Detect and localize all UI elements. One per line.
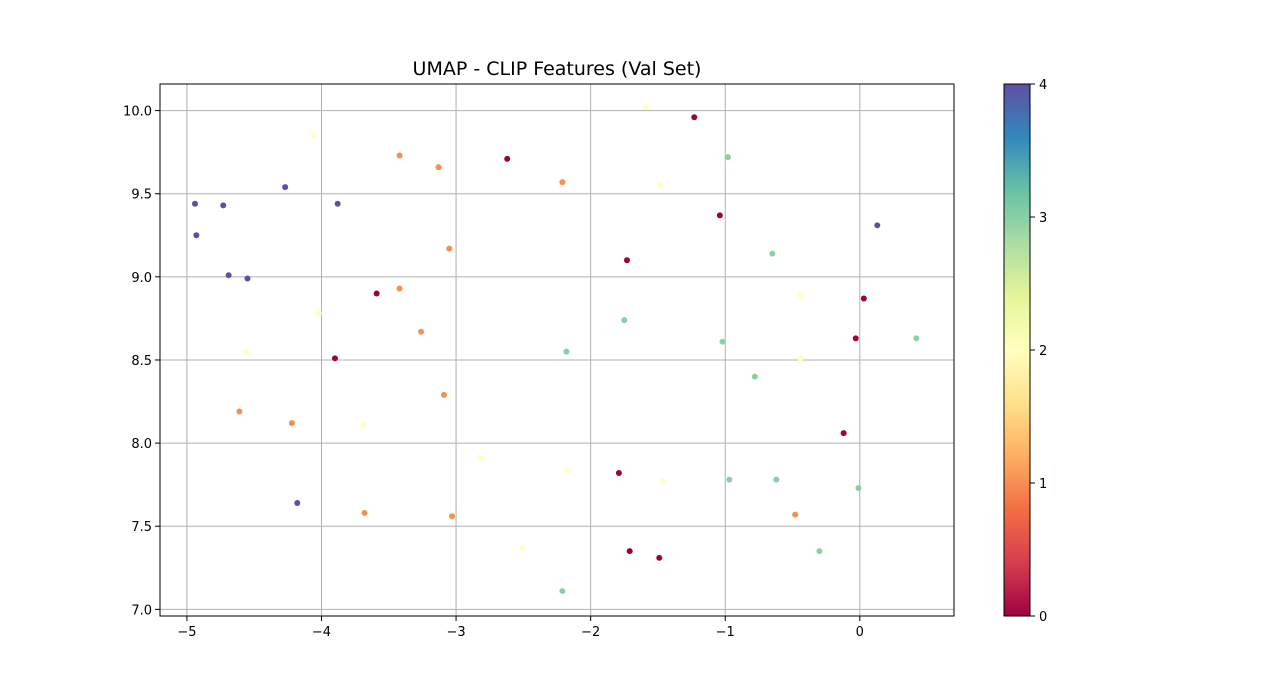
y-axis: 7.0 7.5 8.0 8.5 9.0 9.5 10.0 xyxy=(123,105,160,618)
axes-frame xyxy=(159,83,955,617)
y-tick-label: 9.0 xyxy=(131,271,152,286)
scatter-point xyxy=(288,420,295,427)
colorbar-ticks: 0 1 2 3 4 xyxy=(1030,78,1047,625)
scatter-points xyxy=(191,104,920,595)
scatter-point xyxy=(243,348,250,355)
scatter-point xyxy=(751,373,758,380)
scatter-point xyxy=(716,212,723,219)
scatter-point xyxy=(874,222,881,229)
scatter-point xyxy=(642,104,649,111)
y-tick-label: 8.5 xyxy=(131,354,152,369)
scatter-point xyxy=(504,155,511,162)
scatter-point xyxy=(816,548,823,555)
scatter-point xyxy=(440,391,447,398)
scatter-point xyxy=(792,511,799,518)
scatter-point xyxy=(446,245,453,252)
colorbar-gradient xyxy=(1004,84,1030,616)
x-tick-label: −4 xyxy=(312,625,331,640)
scatter-point xyxy=(191,200,198,207)
scatter-point xyxy=(477,455,484,462)
scatter-point xyxy=(656,554,663,561)
scatter-point xyxy=(913,335,920,342)
y-tick-label: 7.0 xyxy=(131,603,152,618)
scatter-point xyxy=(193,232,200,239)
scatter-point xyxy=(360,421,367,428)
scatter-point xyxy=(310,132,317,139)
x-tick-label: −3 xyxy=(446,625,465,640)
scatter-point xyxy=(621,317,628,324)
colorbar-tick-label: 3 xyxy=(1039,211,1047,226)
scatter-point xyxy=(236,408,243,415)
scatter-point xyxy=(435,164,442,171)
colorbar-tick-label: 0 xyxy=(1039,610,1047,625)
x-tick-label: −5 xyxy=(177,625,196,640)
scatter-point xyxy=(615,470,622,477)
scatter-point xyxy=(418,328,425,335)
scatter-point xyxy=(559,179,566,186)
scatter-point xyxy=(396,152,403,159)
scatter-point xyxy=(860,295,867,302)
colorbar-tick-label: 1 xyxy=(1039,477,1047,492)
scatter-point xyxy=(563,348,570,355)
scatter-point xyxy=(719,338,726,345)
colorbar: 0 1 2 3 4 xyxy=(1003,78,1047,625)
scatter-point xyxy=(334,200,341,207)
scatter-point xyxy=(563,466,570,473)
grid-lines xyxy=(160,84,954,616)
scatter-point xyxy=(626,548,633,555)
scatter-point xyxy=(331,355,338,362)
y-tick-label: 7.5 xyxy=(131,520,152,535)
scatter-point xyxy=(691,114,698,121)
chart-title: UMAP - CLIP Features (Val Set) xyxy=(413,58,702,80)
scatter-point xyxy=(769,250,776,257)
y-tick-label: 9.5 xyxy=(131,188,152,203)
scatter-point xyxy=(282,184,289,191)
colorbar-tick-label: 4 xyxy=(1039,78,1047,93)
scatter-point xyxy=(559,588,566,595)
scatter-point xyxy=(244,275,251,282)
scatter-point xyxy=(726,476,733,483)
x-tick-label: −2 xyxy=(581,625,600,640)
scatter-point xyxy=(852,335,859,342)
scatter-point xyxy=(855,484,862,491)
scatter-point xyxy=(797,355,804,362)
scatter-point xyxy=(797,292,804,299)
scatter-point xyxy=(724,154,731,161)
scatter-point xyxy=(373,290,380,297)
scatter-point xyxy=(361,509,368,516)
scatter-point xyxy=(220,202,227,209)
scatter-point xyxy=(315,310,322,317)
scatter-point xyxy=(294,499,301,506)
x-tick-label: 0 xyxy=(856,625,864,640)
x-tick-label: −1 xyxy=(716,625,735,640)
scatter-point xyxy=(657,182,664,189)
scatter-point xyxy=(449,513,456,520)
scatter-point xyxy=(623,257,630,264)
scatter-point xyxy=(396,285,403,292)
y-tick-label: 10.0 xyxy=(123,105,152,120)
scatter-point xyxy=(773,476,780,483)
plot-area: −5 −4 −3 −2 −1 0 7.0 7.5 8.0 8.5 9.0 9.5 10.0 xyxy=(123,83,955,640)
scatter-point xyxy=(225,272,232,279)
y-tick-label: 8.0 xyxy=(131,437,152,452)
scatter-point xyxy=(840,430,847,437)
colorbar-tick-label: 2 xyxy=(1039,344,1047,359)
scatter-point xyxy=(658,478,665,485)
x-axis: −5 −4 −3 −2 −1 0 xyxy=(177,616,864,640)
scatter-point xyxy=(519,544,526,551)
